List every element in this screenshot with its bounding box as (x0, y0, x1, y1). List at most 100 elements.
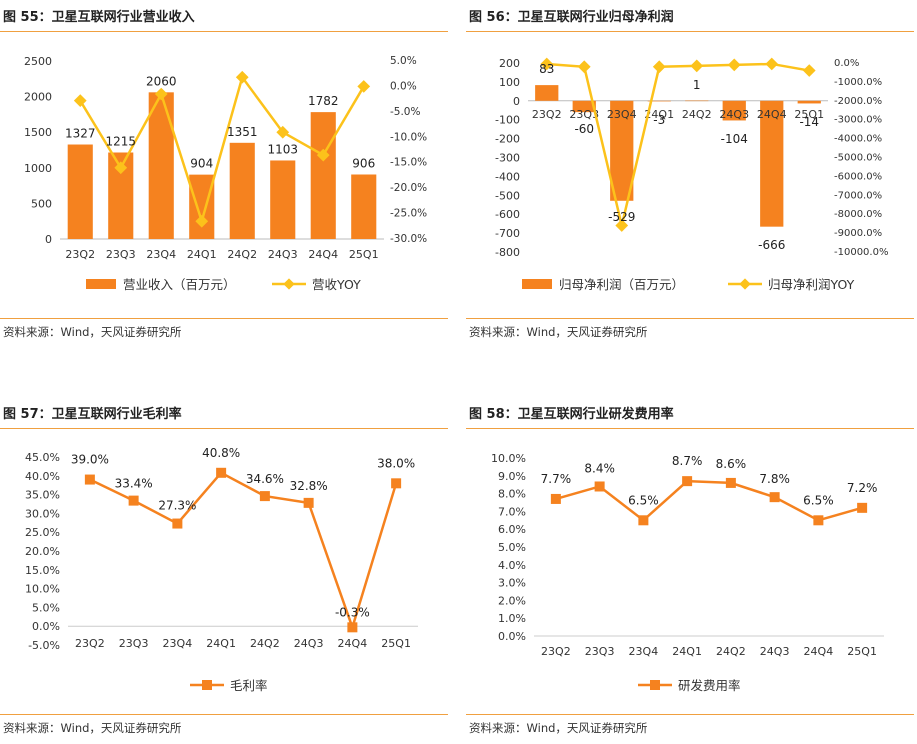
source-note: 资料来源：Wind，天风证券研究所 (3, 721, 182, 735)
y-tick-label-right: -6000.0% (834, 171, 882, 182)
y-tick-label: 6.0% (498, 523, 526, 536)
y-tick-label-right: -20.0% (390, 182, 427, 194)
bar (189, 174, 215, 239)
chart-net-profit: -800 -700 -600 -500 -400 -300 -200 -100 0 100 200 -… (495, 57, 888, 292)
y-tick-label: 45.0% (25, 451, 60, 464)
y-tick-label: 20.0% (25, 545, 60, 558)
bar (67, 144, 93, 239)
bar (685, 100, 709, 102)
y-tick-label-right: -1000.0% (834, 77, 882, 88)
legend-line-marker (650, 680, 660, 690)
legend-bar-label: 归母净利润（百万元） (559, 277, 684, 292)
panel-title: 图 55：卫星互联网行业营业收入 (3, 10, 195, 25)
x-tick-label: 25Q1 (349, 248, 379, 261)
y-tick-label: 9.0% (498, 470, 526, 483)
series-point (128, 495, 139, 506)
bar (535, 85, 559, 101)
series-point (347, 622, 358, 633)
bar (797, 100, 821, 104)
source-rule (0, 714, 448, 715)
y-tick-label: 4.0% (498, 559, 526, 572)
x-tick-label: 25Q1 (381, 637, 411, 650)
chart-rd-ratio: 0.0% 1.0% 2.0% 3.0% 4.0% 5.0% 6.0% 7.0% 8.0% 9.0%… (491, 452, 884, 693)
data-label: 39.0% (71, 453, 109, 467)
y-tick-label: 10.0% (25, 583, 60, 596)
title-rule (466, 428, 914, 429)
source-note: 资料来源：Wind，天风证券研究所 (3, 325, 182, 339)
y-tick-label-left: -200 (495, 133, 520, 146)
y-tick-label-right: 0.0% (834, 58, 859, 69)
bar-data-label: -104 (721, 132, 748, 146)
x-tick-label: 23Q2 (532, 108, 562, 121)
bar-data-label: 1 (693, 78, 701, 92)
yoy-point (765, 57, 779, 71)
data-label: 8.7% (672, 454, 703, 468)
x-tick-label: 23Q3 (119, 637, 149, 650)
y-tick-label-right: -10000.0% (834, 247, 888, 258)
y-tick-label: -5.0% (28, 639, 60, 652)
bar (351, 174, 377, 239)
y-tick-label-right: -9000.0% (834, 228, 882, 239)
panel-title: 图 57：卫星互联网行业毛利率 (3, 407, 182, 422)
x-tick-label: 23Q4 (607, 108, 637, 121)
title-rule (0, 31, 448, 32)
y-tick-label-left: 2500 (24, 55, 52, 68)
x-tick-label: 25Q1 (847, 645, 877, 658)
legend-bar-label: 营业收入（百万元） (123, 277, 236, 292)
bar (229, 142, 255, 239)
data-label: 38.0% (377, 456, 415, 470)
bar-data-label: 1103 (267, 142, 298, 156)
bar-data-label: -60 (574, 122, 594, 136)
bar (722, 100, 746, 121)
series-point (303, 497, 314, 508)
data-label: 6.5% (803, 493, 834, 507)
x-tick-label: 24Q3 (294, 637, 324, 650)
source-note: 资料来源：Wind，天风证券研究所 (469, 721, 648, 735)
bar (270, 160, 296, 239)
y-tick-label: 30.0% (25, 507, 60, 520)
y-tick-label-left: -500 (495, 189, 520, 202)
x-tick-label: 24Q1 (672, 645, 702, 658)
y-tick-label-left: -100 (495, 114, 520, 127)
data-label: 34.6% (246, 472, 284, 486)
data-label: 7.8% (759, 472, 790, 486)
y-tick-label: 10.0% (491, 452, 526, 465)
y-tick-label-right: -15.0% (390, 157, 427, 169)
legend-bar-swatch (86, 279, 116, 289)
bar (572, 100, 596, 113)
y-tick-label-right: -7000.0% (834, 190, 882, 201)
y-tick-label-right: -30.0% (390, 233, 427, 245)
legend-line-marker (202, 680, 212, 690)
panel-title: 图 58：卫星互联网行业研发费用率 (469, 407, 674, 422)
y-tick-label-right: -8000.0% (834, 209, 882, 220)
title-rule (466, 31, 914, 32)
y-tick-label-left: -400 (495, 170, 520, 183)
bar (647, 100, 671, 102)
y-tick-label-left: 100 (499, 76, 520, 89)
series-point (259, 491, 270, 502)
legend-line-marker (739, 278, 751, 290)
legend-label: 研发费用率 (678, 678, 741, 693)
bar-data-label: -3 (653, 113, 665, 127)
x-tick-label: 23Q4 (163, 637, 193, 650)
legend-line-label: 营收YOY (312, 277, 361, 292)
bar-data-label: 1215 (105, 134, 136, 148)
yoy-point (73, 94, 87, 108)
legend-label: 毛利率 (230, 678, 268, 693)
x-tick-label: 24Q1 (206, 637, 236, 650)
x-tick-label: 23Q4 (629, 645, 659, 658)
x-tick-label: 23Q3 (585, 645, 615, 658)
y-tick-label: 1.0% (498, 612, 526, 625)
yoy-point (154, 87, 168, 101)
panel-revenue: 图 55：卫星互联网行业营业收入 0 500 1000 1500 2000 2500 -30… (0, 8, 448, 348)
title-rule (0, 428, 448, 429)
data-label: 7.7% (541, 472, 572, 486)
y-tick-label: 0.0% (498, 630, 526, 643)
y-tick-label-right: -4000.0% (834, 134, 882, 145)
x-tick-label: 23Q2 (65, 248, 95, 261)
bar-data-label: -666 (758, 238, 785, 252)
y-tick-label-left: 200 (499, 57, 520, 70)
y-tick-label-right: -5.0% (390, 106, 420, 118)
bar-data-label: -14 (799, 115, 819, 129)
series-point (594, 481, 605, 492)
